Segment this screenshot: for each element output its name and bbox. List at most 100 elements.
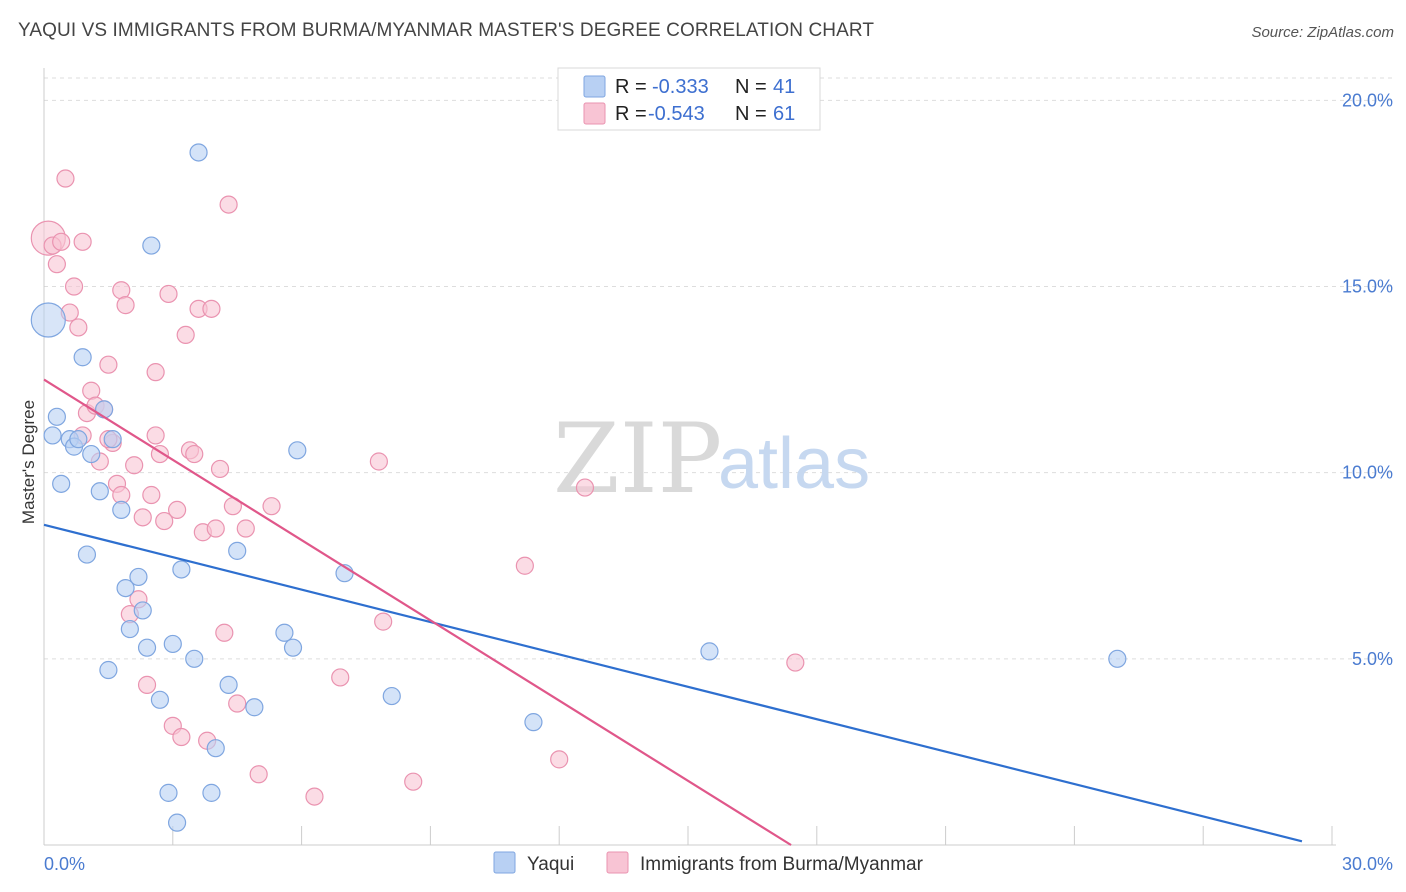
axes [43, 68, 1336, 846]
burma-point [249, 765, 268, 784]
x-tick-labels: 0.0% 30.0% [44, 854, 1393, 874]
burma-point [236, 519, 255, 538]
yaqui-point [524, 713, 543, 732]
y-tick-label: 20.0% [1342, 90, 1393, 110]
burma-point [146, 426, 165, 445]
yaqui-point [69, 430, 88, 449]
yaqui-point [120, 619, 139, 639]
burma-point [176, 325, 195, 345]
legend-r-label: R = [615, 103, 647, 125]
stats-legend: R = -0.333 N = 41 R = -0.543 N = 61 [557, 67, 821, 131]
series-yaqui-points [30, 143, 1127, 832]
burma-point [786, 653, 805, 672]
burma-point [228, 694, 247, 713]
series-legend: Yaqui Immigrants from Burma/Myanmar [493, 851, 924, 875]
yaqui-point [202, 783, 221, 802]
legend-swatch-yaqui [583, 75, 606, 98]
burma-point [56, 169, 75, 188]
y-tick-label: 15.0% [1342, 277, 1393, 297]
burma-point [374, 612, 393, 631]
burma-point [172, 727, 191, 747]
yaqui-point [167, 813, 187, 832]
burma-point [219, 195, 238, 214]
source-label: Source: ZipAtlas.com [1251, 24, 1394, 41]
yaqui-point [137, 638, 157, 657]
bottom-legend-label-burma: Immigrants from Burma/Myanmar [640, 854, 924, 875]
burma-trend-line [43, 378, 792, 846]
burma-point [331, 668, 350, 687]
chart-title: YAQUI VS IMMIGRANTS FROM BURMA/MYANMAR M… [18, 20, 875, 41]
gridlines [44, 77, 1392, 660]
legend-r-burma: -0.543 [648, 103, 705, 125]
yaqui-point [228, 541, 247, 560]
legend-r-label: R = [615, 76, 647, 98]
burma-point [73, 232, 92, 251]
yaqui-point [95, 400, 114, 419]
burma-point [575, 478, 595, 497]
burma-point [99, 355, 118, 374]
burma-point [210, 459, 230, 479]
y-tick-label: 10.0% [1342, 463, 1393, 483]
burma-point [159, 284, 178, 304]
burma-point [52, 232, 71, 251]
yaqui-point [52, 474, 71, 493]
yaqui-point [189, 143, 208, 162]
legend-n-label: N = [735, 103, 767, 125]
burma-point [369, 452, 388, 471]
burma-point [47, 255, 66, 274]
yaqui-point [82, 444, 101, 464]
yaqui-point [275, 623, 294, 642]
burma-point [167, 500, 187, 520]
yaqui-point [163, 634, 182, 654]
bottom-legend-label-yaqui: Yaqui [527, 854, 574, 875]
watermark: ZIP atlas [553, 403, 870, 515]
legend-r-yaqui: -0.333 [652, 76, 709, 98]
yaqui-point [30, 302, 66, 338]
burma-point [142, 485, 161, 505]
burma-point [202, 299, 221, 318]
watermark-zip: ZIP [553, 403, 722, 515]
trend-lines [43, 378, 1303, 846]
x-tick-label-min: 0.0% [44, 854, 85, 874]
burma-point [133, 508, 152, 527]
legend-swatch-burma [583, 102, 606, 125]
series-burma-points [30, 169, 805, 806]
y-tick-labels: 5.0% 10.0% 15.0% 20.0% [1342, 90, 1393, 668]
yaqui-point [283, 638, 303, 657]
burma-point [64, 277, 84, 296]
burma-point [515, 556, 534, 575]
yaqui-point [47, 407, 66, 426]
burma-point [262, 497, 281, 516]
yaqui-point [700, 642, 719, 661]
yaqui-point [142, 236, 161, 255]
yaqui-point [159, 783, 178, 802]
yaqui-point [172, 560, 191, 579]
yaqui-point [133, 601, 152, 620]
yaqui-point [43, 426, 62, 445]
burma-point [69, 318, 88, 337]
y-tick-label: 5.0% [1352, 649, 1393, 669]
x-tick-label-max: 30.0% [1342, 854, 1393, 874]
bottom-legend-swatch-burma [606, 851, 629, 874]
yaqui-point [77, 545, 97, 564]
yaqui-point [245, 698, 264, 717]
yaqui-point [112, 500, 131, 520]
yaqui-point [185, 649, 204, 668]
burma-point [185, 444, 204, 464]
burma-point [155, 511, 174, 531]
yaqui-point [382, 686, 401, 706]
y-axis-title: Master's Degree [19, 400, 38, 524]
burma-point [146, 363, 165, 382]
burma-point [305, 787, 324, 806]
yaqui-point [129, 567, 148, 587]
yaqui-point [90, 482, 109, 501]
yaqui-point [103, 430, 122, 449]
yaqui-point [73, 348, 92, 367]
yaqui-trend-line [43, 523, 1303, 843]
burma-point [206, 519, 225, 538]
yaqui-point [150, 690, 170, 709]
burma-point [404, 772, 423, 791]
burma-point [215, 623, 234, 642]
burma-point [116, 296, 135, 315]
